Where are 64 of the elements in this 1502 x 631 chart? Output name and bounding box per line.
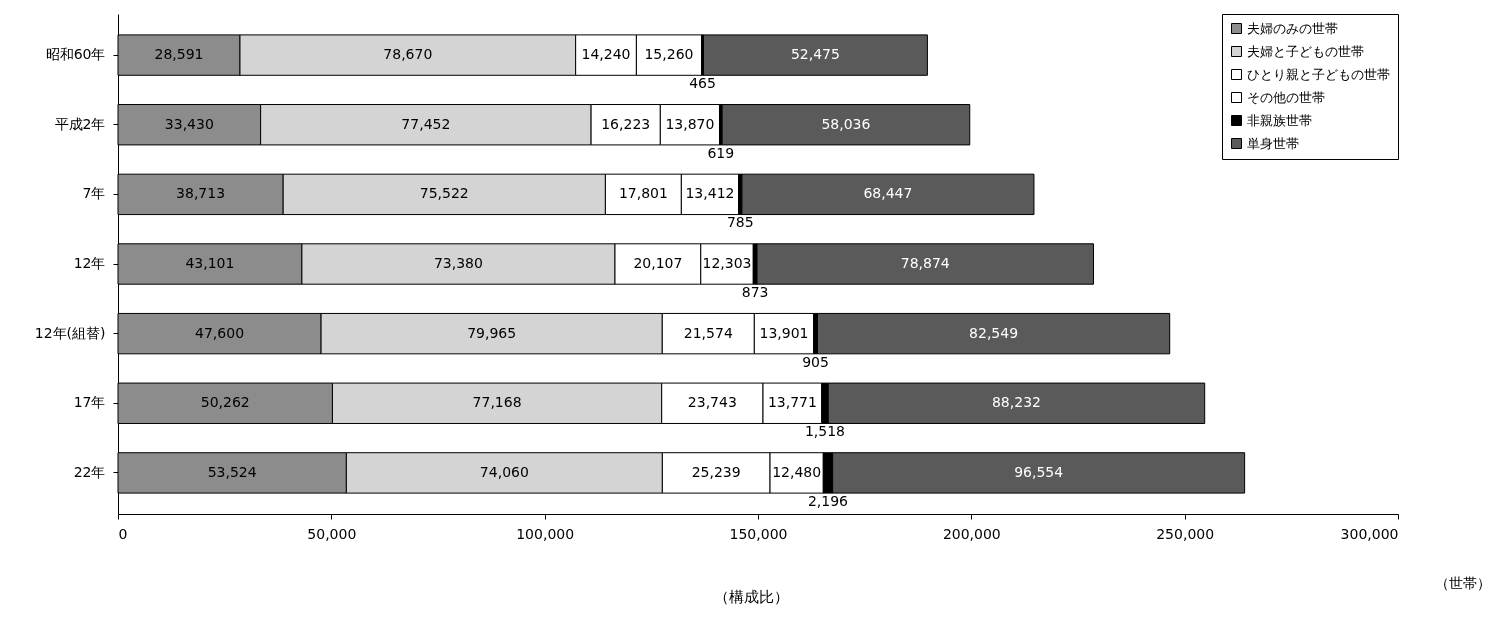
data-label: 78,874 [900,255,950,271]
data-label: 50,262 [200,394,250,411]
data-label: 38,713 [176,185,226,202]
data-label: 619 [707,144,735,161]
x-tick-label: 50,000 [307,525,357,542]
y-tick-label: 7年 [82,185,106,202]
data-label: 1,518 [804,423,846,440]
x-tick-label: 250,000 [1156,525,1215,542]
y-tick-label: 22年 [73,463,106,480]
data-label: 28,591 [154,46,204,63]
x-tick-label: 300,000 [1340,525,1399,542]
data-label: 15,260 [644,46,694,63]
data-label: 77,168 [472,394,522,411]
data-label: 905 [802,353,829,370]
data-label: 23,743 [687,394,737,411]
data-label: 77,452 [401,115,451,132]
data-label: 785 [726,214,754,231]
legend-label: 夫婦と子どもの世帯 [1247,43,1364,59]
y-tick-label: 昭和60年 [45,46,106,63]
data-label: 68,447 [863,185,913,202]
data-label: 465 [689,75,716,92]
data-label: 96,554 [1014,463,1064,480]
text: （構成比） [713,588,789,605]
y-tick-label: 17年 [73,394,106,411]
data-label: 79,965 [467,324,517,341]
x-axis-title: （世帯） [1434,574,1491,591]
data-label: 17,801 [618,185,668,202]
y-tick-label: 平成2年 [54,115,106,132]
data-label: 13,901 [759,324,809,341]
data-label: 43,101 [185,255,235,271]
legend-label: その他の世帯 [1247,89,1325,105]
legend-label: 単身世帯 [1247,135,1299,151]
data-label: 88,232 [991,394,1041,411]
x-tick-label: 200,000 [942,525,1001,542]
data-label: 75,522 [419,185,469,202]
data-label: 82,549 [969,324,1019,341]
x-tick-label: 150,000 [729,525,788,542]
data-label: 25,239 [691,463,741,480]
data-label: 58,036 [821,115,871,132]
data-label: 2,196 [807,492,849,509]
y-tick-label: 12年 [73,255,106,271]
y-tick-label: 12年(組替) [34,324,106,341]
data-label: 13,771 [767,394,817,411]
data-label: 873 [741,284,769,300]
data-label: 21,574 [683,324,733,341]
data-label: 14,240 [581,46,631,63]
legend-label: 非親族世帯 [1247,112,1312,128]
x-tick-label: 0 [118,525,128,542]
legend-label: ひとり親と子どもの世帯 [1247,66,1390,82]
data-label: 13,870 [665,115,715,132]
data-label: 73,380 [433,255,483,271]
data-label: 13,412 [685,185,735,202]
data-label: 16,223 [601,115,651,132]
data-label: 74,060 [479,463,529,480]
data-label: 47,600 [195,324,245,341]
legend-label: 夫婦のみの世帯 [1247,20,1338,36]
x-tick-label: 100,000 [516,525,575,542]
data-label: 12,480 [772,463,822,480]
data-label: 20,107 [633,255,683,271]
data-label: 33,430 [164,115,214,132]
data-label: 53,524 [207,463,257,480]
data-label: 78,670 [383,46,433,63]
data-label: 12,303 [702,255,752,271]
data-label: 52,475 [790,46,840,63]
